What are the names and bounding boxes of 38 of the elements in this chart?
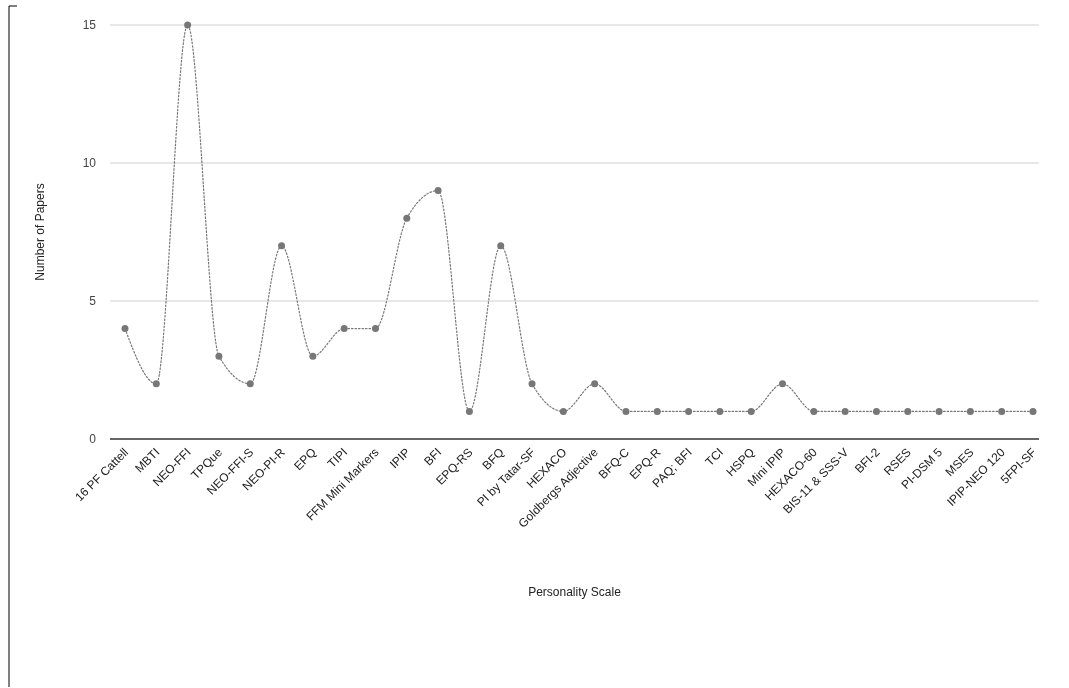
point [685,407,693,415]
y-tick-label: 10 [82,156,97,171]
y-tick-label: 15 [82,18,97,33]
point [966,407,974,415]
point [121,325,129,333]
y-tick-label: 5 [89,294,97,309]
point [810,407,818,415]
point [716,407,724,415]
point [278,242,286,250]
x-tick-label: TCI [702,445,727,469]
point [841,407,849,415]
point [309,352,317,360]
point [152,380,160,388]
point [434,187,442,195]
x-axis-title: Personality Scale [528,585,622,599]
point [779,380,787,388]
point [1029,407,1037,415]
y-tick-label: 0 [89,432,97,447]
point [497,242,505,250]
point [184,21,192,29]
point [872,407,880,415]
point [559,407,567,415]
point [340,325,348,333]
x-tick-label: IPIP [386,445,413,472]
point [591,380,599,388]
point [653,407,661,415]
point [465,407,473,415]
point [904,407,912,415]
point [998,407,1006,415]
point [246,380,254,388]
point [371,325,379,333]
point [215,352,223,360]
point [403,214,411,222]
point [622,407,630,415]
y-axis-title: Number of Papers [33,183,47,281]
point [935,407,943,415]
point [528,380,536,388]
point [747,407,755,415]
